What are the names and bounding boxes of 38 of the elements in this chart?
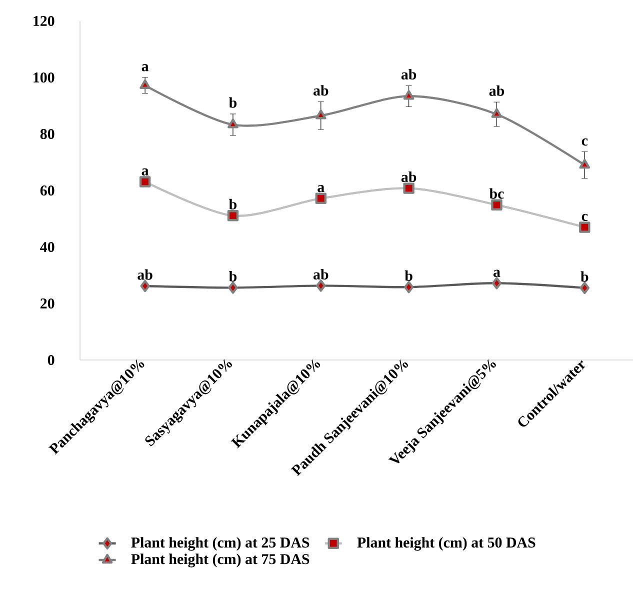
y-tick-label: 100 <box>34 72 54 83</box>
y-tick-label: 40 <box>40 242 54 252</box>
legend-label: Plant height (cm) at 50 DAS <box>357 537 536 551</box>
y-tick-label: 120 <box>34 16 54 26</box>
annotation: b <box>229 270 237 282</box>
annotation: b <box>404 270 412 281</box>
y-tick-label: 80 <box>40 128 54 140</box>
annotation: bc <box>489 188 504 199</box>
point <box>492 277 502 290</box>
annotation: ab <box>401 68 416 80</box>
point <box>316 280 326 292</box>
point <box>228 118 238 128</box>
point <box>404 281 414 294</box>
point <box>579 158 590 169</box>
point <box>580 282 590 294</box>
point <box>140 280 150 292</box>
annotation: ab <box>489 85 504 96</box>
annotation: ab <box>313 85 328 96</box>
annotation: c <box>582 138 588 146</box>
y-tick-label: 60 <box>40 185 54 196</box>
annotation: a <box>318 185 324 192</box>
annotation: b <box>229 97 237 108</box>
point <box>315 110 326 120</box>
annotation: c <box>582 214 588 222</box>
annotation: a <box>142 64 149 72</box>
annotation: b <box>229 198 237 210</box>
point <box>491 108 502 118</box>
annotation: ab <box>138 269 152 280</box>
y-tick-label: 20 <box>40 298 54 309</box>
annotation: b <box>580 271 588 282</box>
annotation: a <box>142 168 149 176</box>
annotation: a <box>493 270 500 277</box>
point <box>228 282 238 294</box>
point <box>403 90 414 100</box>
legend-label: Plant height (cm) at 25 DAS <box>131 537 310 551</box>
legend-label: Plant height (cm) at 75 DAS <box>131 554 310 568</box>
annotation: ab <box>401 172 416 182</box>
annotation: ab <box>313 268 328 280</box>
